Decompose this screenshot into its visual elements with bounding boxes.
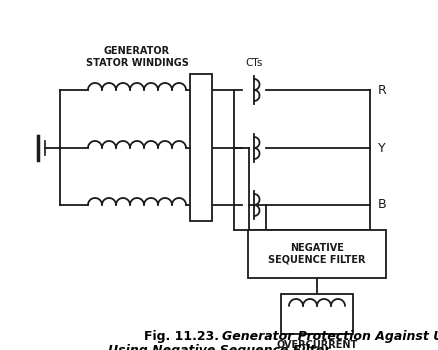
Bar	[190, 74, 212, 221]
Text: Fig. 11.23.: Fig. 11.23.	[144, 330, 219, 343]
Text: NEGATIVE
SEQUENCE FILTER: NEGATIVE SEQUENCE FILTER	[268, 243, 365, 265]
Bar	[247, 230, 385, 278]
Text: Generator Protection Against Unbalanced Loading: Generator Protection Against Unbalanced …	[222, 330, 438, 343]
Text: OVERCURRENT
RELAY: OVERCURRENT RELAY	[276, 340, 357, 350]
Text: GENERATOR
STATOR WINDINGS: GENERATOR STATOR WINDINGS	[85, 47, 188, 68]
Text: CTs: CTs	[245, 58, 262, 68]
Text: B: B	[377, 198, 386, 211]
Text: Y: Y	[377, 141, 385, 154]
Bar	[280, 294, 352, 334]
Text: Using Negative Sequence Filter: Using Negative Sequence Filter	[108, 344, 329, 350]
Text: R: R	[377, 84, 386, 97]
